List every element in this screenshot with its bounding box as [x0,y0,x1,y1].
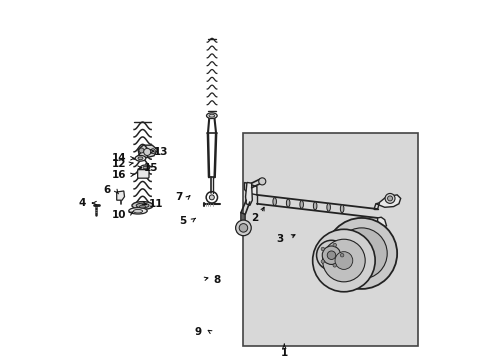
Ellipse shape [206,113,217,118]
Text: 4: 4 [78,198,85,208]
Circle shape [332,243,336,247]
Ellipse shape [356,249,362,259]
Circle shape [235,220,251,236]
Polygon shape [375,195,400,207]
Circle shape [143,148,150,156]
Circle shape [332,264,336,267]
Ellipse shape [140,165,149,170]
Ellipse shape [128,208,147,214]
Text: 1: 1 [280,348,287,358]
Circle shape [387,196,392,201]
Circle shape [139,148,144,153]
Ellipse shape [142,166,147,169]
Polygon shape [377,217,386,229]
Text: 2: 2 [250,213,258,223]
Circle shape [316,240,346,270]
Polygon shape [244,183,256,195]
Circle shape [335,228,386,279]
Ellipse shape [313,202,316,210]
Ellipse shape [272,198,276,206]
Text: 8: 8 [213,275,220,285]
Text: 5: 5 [179,216,186,226]
Circle shape [340,253,343,257]
Text: 10: 10 [112,210,126,220]
Circle shape [322,246,340,265]
Polygon shape [117,191,124,200]
Polygon shape [245,183,252,206]
Circle shape [325,218,396,289]
Circle shape [322,239,365,282]
Circle shape [312,229,374,292]
Text: 16: 16 [112,170,126,180]
Text: 11: 11 [149,199,163,209]
Circle shape [239,224,247,232]
Polygon shape [138,145,157,158]
Ellipse shape [208,114,214,117]
Ellipse shape [299,201,303,208]
Bar [242,133,418,346]
Text: 12: 12 [112,159,126,169]
Circle shape [334,252,352,269]
Ellipse shape [135,156,145,161]
Text: 13: 13 [153,147,167,157]
Ellipse shape [139,205,145,208]
Text: 9: 9 [194,327,202,337]
Text: 15: 15 [143,162,158,172]
Circle shape [209,195,214,200]
Text: 6: 6 [103,185,110,194]
Ellipse shape [340,205,343,213]
Circle shape [384,193,394,203]
Ellipse shape [326,203,330,211]
Ellipse shape [132,202,153,210]
Circle shape [321,260,324,263]
Circle shape [150,149,155,154]
Ellipse shape [138,157,142,160]
Text: 3: 3 [276,234,283,244]
Text: 14: 14 [112,153,126,163]
Ellipse shape [133,210,142,213]
Ellipse shape [136,203,149,208]
Circle shape [258,178,265,185]
Circle shape [351,243,371,264]
Ellipse shape [286,199,289,207]
FancyBboxPatch shape [137,170,149,178]
Text: 7: 7 [175,192,183,202]
Circle shape [326,251,335,260]
Circle shape [321,247,324,251]
